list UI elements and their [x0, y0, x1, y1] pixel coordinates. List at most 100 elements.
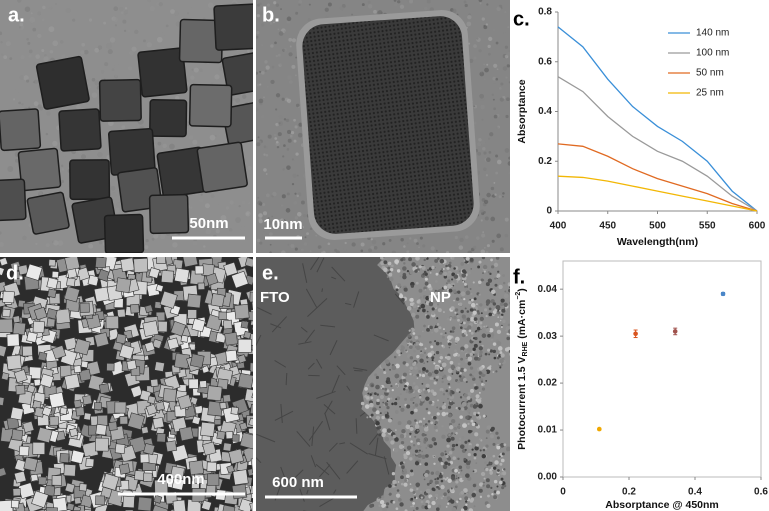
texture	[490, 258, 493, 262]
nanocube	[94, 437, 109, 452]
texture	[278, 115, 283, 120]
nanocube	[248, 417, 253, 427]
texture	[476, 398, 482, 404]
texture	[422, 388, 426, 391]
texture	[277, 53, 281, 57]
texture	[17, 0, 22, 3]
texture	[482, 231, 484, 233]
texture	[456, 314, 460, 318]
texture	[441, 377, 444, 380]
texture	[437, 487, 441, 490]
texture	[419, 490, 423, 493]
x-tick-label: 550	[699, 221, 716, 232]
texture	[447, 283, 452, 289]
texture	[416, 265, 418, 268]
texture	[421, 346, 424, 349]
texture	[129, 50, 134, 56]
texture	[397, 421, 402, 426]
texture	[380, 260, 385, 266]
texture	[469, 403, 474, 408]
texture	[373, 392, 377, 395]
texture	[463, 488, 468, 493]
nanocube	[223, 261, 238, 277]
texture	[200, 193, 203, 196]
texture	[408, 329, 411, 332]
texture	[147, 0, 152, 3]
texture	[293, 118, 296, 122]
texture	[483, 477, 486, 480]
texture	[319, 247, 324, 253]
texture	[479, 495, 483, 499]
texture	[411, 486, 414, 489]
texture	[235, 97, 241, 103]
texture	[88, 243, 94, 249]
grain-boundary	[324, 400, 333, 415]
texture	[444, 478, 447, 481]
texture	[475, 329, 478, 332]
texture	[512, 318, 516, 322]
nanocube	[43, 484, 56, 497]
texture	[415, 487, 419, 491]
nanocube	[46, 277, 59, 290]
texture	[463, 298, 466, 301]
texture	[256, 30, 260, 35]
texture	[472, 370, 476, 374]
texture	[405, 474, 410, 478]
texture	[505, 114, 509, 119]
grain-boundary	[307, 298, 328, 317]
texture	[433, 425, 438, 430]
texture	[419, 296, 422, 299]
texture	[413, 238, 418, 243]
texture	[426, 360, 429, 363]
texture	[400, 352, 403, 355]
texture	[309, 227, 313, 231]
texture	[294, 192, 297, 195]
texture	[462, 477, 465, 481]
texture	[468, 508, 474, 511]
texture	[473, 468, 478, 473]
texture	[466, 491, 469, 494]
texture	[454, 501, 457, 504]
nanocube	[12, 315, 21, 324]
texture	[507, 323, 510, 327]
texture	[277, 28, 280, 31]
texture	[223, 223, 228, 227]
nanocube	[12, 488, 21, 497]
texture	[414, 403, 419, 407]
texture	[433, 362, 436, 365]
nanocube	[119, 416, 129, 425]
texture	[447, 382, 451, 386]
texture	[21, 103, 24, 106]
texture	[441, 268, 443, 271]
texture	[409, 366, 414, 371]
texture	[467, 14, 472, 20]
texture	[503, 443, 507, 447]
texture	[482, 383, 485, 386]
texture	[399, 393, 402, 396]
texture	[458, 437, 462, 440]
texture	[417, 450, 420, 453]
grain-boundary	[353, 367, 368, 371]
texture	[426, 269, 430, 272]
nanocube	[55, 308, 71, 325]
texture	[400, 345, 405, 350]
texture	[466, 317, 471, 322]
texture	[483, 325, 486, 328]
nanocube	[83, 412, 92, 421]
texture	[486, 3, 489, 6]
texture	[427, 352, 433, 358]
texture	[274, 222, 279, 227]
texture	[441, 425, 444, 428]
texture	[287, 75, 292, 80]
texture	[114, 74, 119, 79]
texture	[410, 397, 414, 402]
texture	[450, 487, 453, 490]
nanocube	[224, 331, 239, 346]
texture	[461, 436, 465, 440]
grain-boundary	[274, 410, 294, 421]
texture	[383, 260, 388, 265]
texture	[265, 65, 270, 70]
nanocube	[134, 470, 145, 481]
texture	[270, 79, 275, 85]
texture	[434, 369, 439, 375]
